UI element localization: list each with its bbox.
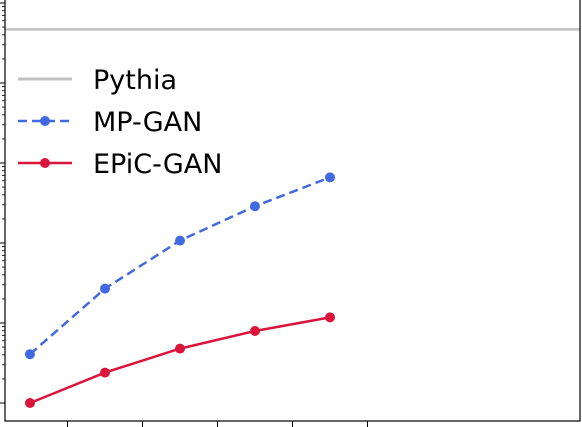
- data-point-epic-gan: [250, 326, 260, 336]
- data-point-epic-gan: [325, 312, 335, 323]
- axis-ticks: [0, 2, 368, 427]
- series-line-mp-gan: [29, 176, 331, 356]
- legend-marker-epic-gan: [40, 158, 50, 168]
- data-point-mp-gan: [325, 172, 335, 183]
- series-lines: [5, 28, 580, 408]
- legend-label-epic-gan: EPiC-GAN: [93, 149, 222, 180]
- series-line-epic-gan: [29, 316, 331, 405]
- legend: Pythia MP-GAN EPiC-GAN: [18, 65, 222, 180]
- data-point-mp-gan: [250, 201, 260, 212]
- data-point-epic-gan: [100, 367, 110, 378]
- data-point-mp-gan: [25, 349, 35, 360]
- data-point-epic-gan: [175, 343, 185, 354]
- data-point-epic-gan: [25, 398, 35, 408]
- plot-frame: [4, 0, 581, 422]
- legend-label-pythia: Pythia: [93, 65, 177, 96]
- data-point-mp-gan: [100, 283, 110, 294]
- data-point-mp-gan: [175, 235, 185, 246]
- legend-label-mp-gan: MP-GAN: [93, 107, 202, 138]
- legend-marker-mp-gan: [40, 116, 50, 126]
